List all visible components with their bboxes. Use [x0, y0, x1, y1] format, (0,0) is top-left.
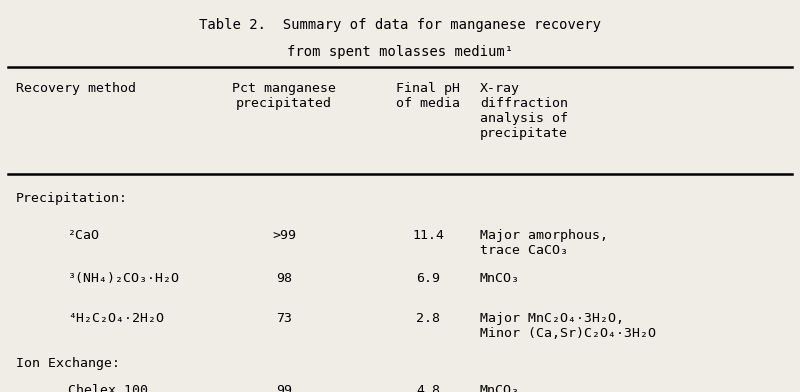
- Text: from spent molasses medium¹: from spent molasses medium¹: [287, 45, 513, 59]
- Text: MnCO₃: MnCO₃: [480, 272, 520, 285]
- Text: 98: 98: [276, 272, 292, 285]
- Text: 99: 99: [276, 384, 292, 392]
- Text: >99: >99: [272, 229, 296, 242]
- Text: Major MnC₂O₄·3H₂O,
Minor (Ca,Sr)C₂O₄·3H₂O: Major MnC₂O₄·3H₂O, Minor (Ca,Sr)C₂O₄·3H₂…: [480, 312, 656, 339]
- Text: 73: 73: [276, 312, 292, 325]
- Text: 6.9: 6.9: [416, 272, 440, 285]
- Text: ³(NH₄)₂CO₃·H₂O: ³(NH₄)₂CO₃·H₂O: [68, 272, 180, 285]
- Text: Final pH
of media: Final pH of media: [396, 82, 460, 110]
- Text: ²CaO: ²CaO: [68, 229, 100, 242]
- Text: 2.8: 2.8: [416, 312, 440, 325]
- Text: Ion Exchange:: Ion Exchange:: [16, 357, 120, 370]
- Text: MnCO₃: MnCO₃: [480, 384, 520, 392]
- Text: Table 2.  Summary of data for manganese recovery: Table 2. Summary of data for manganese r…: [199, 18, 601, 32]
- Text: Major amorphous,
trace CaCO₃: Major amorphous, trace CaCO₃: [480, 229, 608, 257]
- Text: Chelex 100: Chelex 100: [68, 384, 148, 392]
- Text: ⁴H₂C₂O₄·2H₂O: ⁴H₂C₂O₄·2H₂O: [68, 312, 164, 325]
- Text: 11.4: 11.4: [412, 229, 444, 242]
- Text: 4.8: 4.8: [416, 384, 440, 392]
- Text: Recovery method: Recovery method: [16, 82, 136, 95]
- Text: X-ray
diffraction
analysis of
precipitate: X-ray diffraction analysis of precipitat…: [480, 82, 568, 140]
- Text: Precipitation:: Precipitation:: [16, 192, 128, 205]
- Text: Pct manganese
precipitated: Pct manganese precipitated: [232, 82, 336, 110]
